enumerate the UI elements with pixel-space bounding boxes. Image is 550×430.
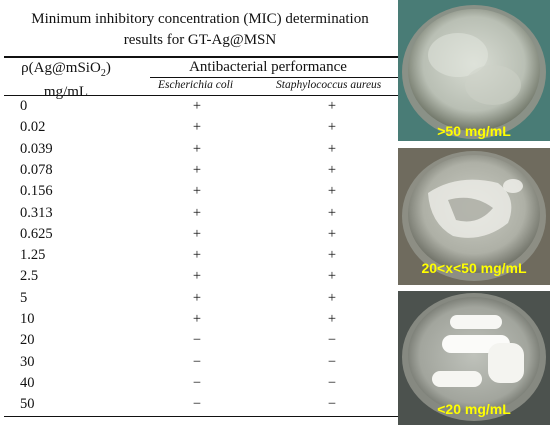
table-row: 1.25 + + <box>0 245 400 266</box>
ecoli-result-cell: + <box>192 119 202 136</box>
concentration-cell: 0.313 <box>20 204 53 221</box>
petri-dish-photo-1: >50 mg/mL <box>398 0 550 141</box>
ecoli-result-cell: − <box>192 332 202 349</box>
ecoli-result-cell: + <box>192 140 202 157</box>
saureus-result-cell: + <box>327 98 337 114</box>
saureus-result-cell: + <box>327 268 337 285</box>
table-row: 0 + + <box>0 96 400 117</box>
table-row: 0.313 + + <box>0 203 400 224</box>
concentration-cell: 5 <box>20 289 28 306</box>
concentration-cell: 0.078 <box>20 161 53 178</box>
concentration-header-text: ρ(Ag@mSiO <box>21 60 101 76</box>
antibacterial-group-header: Antibacterial performance <box>189 59 347 75</box>
petri-dish-photo-2: 20<x<50 mg/mL <box>398 148 550 285</box>
table-title-line1: Minimum inhibitory concentration (MIC) d… <box>31 11 369 27</box>
table-row: 30 − − <box>0 352 400 373</box>
saureus-header: Staphylococcus aureus <box>276 79 382 91</box>
table-row: 0.02 + + <box>0 117 400 138</box>
concentration-header-close: ) <box>105 60 111 76</box>
table-row: 40 − − <box>0 373 400 394</box>
ecoli-result-cell: + <box>192 183 202 200</box>
photo-label-1: >50 mg/mL <box>437 123 511 139</box>
table-row: 2.5 + + <box>0 266 400 287</box>
concentration-cell: 2.5 <box>20 268 39 285</box>
petri-dish-image-growth <box>398 291 550 425</box>
ecoli-result-cell: + <box>192 289 202 306</box>
ecoli-result-cell: + <box>192 98 202 114</box>
group-rule <box>150 77 400 78</box>
ecoli-result-cell: + <box>192 161 202 178</box>
petri-dish-image-partial <box>398 148 550 285</box>
top-rule <box>4 56 400 58</box>
ecoli-header: Escherichia coli <box>158 79 234 91</box>
petri-dish-image-clear <box>398 0 550 141</box>
concentration-cell: 50 <box>20 396 35 413</box>
ecoli-result-cell: − <box>192 353 202 370</box>
saureus-result-cell: + <box>327 161 337 178</box>
concentration-header-subscript: 2 <box>100 68 106 79</box>
table-row: 50 − − <box>0 394 400 415</box>
concentration-cell: 1.25 <box>20 247 46 264</box>
saureus-result-cell: + <box>327 140 337 157</box>
saureus-result-cell: − <box>327 353 337 370</box>
photo-label-2: 20<x<50 mg/mL <box>421 260 527 276</box>
ecoli-result-cell: + <box>192 268 202 285</box>
table-row: 0.625 + + <box>0 224 400 245</box>
header-rule <box>4 95 400 96</box>
saureus-result-cell: + <box>327 289 337 306</box>
concentration-cell: 0.039 <box>20 140 53 157</box>
concentration-cell: 10 <box>20 311 35 327</box>
ecoli-result-cell: + <box>192 225 202 242</box>
concentration-cell: 0 <box>20 98 28 114</box>
concentration-cell: 0.156 <box>20 183 53 200</box>
concentration-cell: 40 <box>20 374 35 391</box>
table-row: 0.078 + + <box>0 160 400 181</box>
concentration-cell: 0.02 <box>20 119 46 136</box>
table-row: 20 − − <box>0 330 400 351</box>
concentration-cell: 30 <box>20 353 35 370</box>
table-title-line2: results for GT-Ag@MSN <box>123 32 277 48</box>
saureus-result-cell: + <box>327 311 337 327</box>
saureus-result-cell: − <box>327 374 337 391</box>
concentration-cell: 20 <box>20 332 35 349</box>
saureus-result-cell: + <box>327 247 337 264</box>
ecoli-result-cell: + <box>192 247 202 264</box>
concentration-cell: 0.625 <box>20 225 53 242</box>
concentration-unit: mg/mL <box>43 84 89 100</box>
saureus-result-cell: − <box>327 332 337 349</box>
saureus-result-cell: + <box>327 204 337 221</box>
ecoli-result-cell: + <box>192 204 202 221</box>
photo-label-3: <20 mg/mL <box>437 401 511 417</box>
ecoli-result-cell: − <box>192 374 202 391</box>
table-row: 5 + + <box>0 288 400 309</box>
table-row: 0.039 + + <box>0 139 400 160</box>
table-title: Minimum inhibitory concentration (MIC) d… <box>0 9 400 51</box>
concentration-header: ρ(Ag@mSiO2) mg/mL <box>16 59 116 102</box>
saureus-result-cell: + <box>327 183 337 200</box>
petri-dish-photo-3: <20 mg/mL <box>398 291 550 425</box>
saureus-result-cell: + <box>327 119 337 136</box>
saureus-result-cell: + <box>327 225 337 242</box>
ecoli-result-cell: − <box>192 396 202 413</box>
ecoli-result-cell: + <box>192 311 202 327</box>
table-row: 0.156 + + <box>0 181 400 202</box>
bottom-rule <box>4 416 400 417</box>
saureus-result-cell: − <box>327 396 337 413</box>
table-row: 10 + + <box>0 309 400 330</box>
